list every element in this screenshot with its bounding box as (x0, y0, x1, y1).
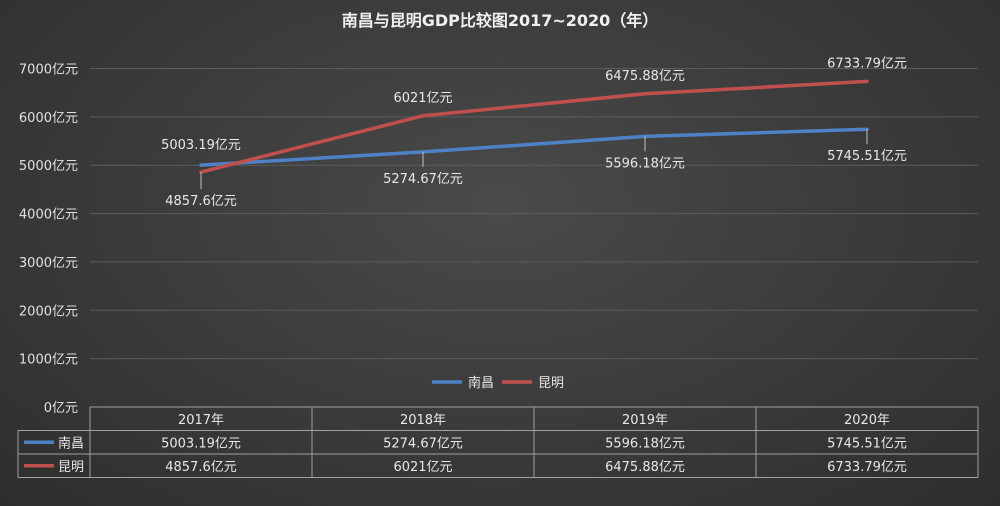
y-tick-label: 0亿元 (44, 401, 78, 416)
y-tick-label: 7000亿元 (19, 63, 78, 78)
table-cell: 6733.79亿元 (827, 460, 907, 475)
legend: 南昌 昆明 (432, 375, 564, 391)
table-cell: 5274.67亿元 (383, 436, 463, 451)
y-tick-label: 5000亿元 (19, 159, 78, 174)
table-cell: 4857.6亿元 (165, 460, 237, 475)
data-labels: 5003.19亿元 5274.67亿元 5596.18亿元 5745.51亿元 4857… (161, 56, 907, 209)
data-label: 6021亿元 (393, 91, 452, 106)
y-axis: 0亿元 1000亿元 2000亿元 3000亿元 4000亿元 5000亿元 6000亿元 7… (19, 63, 78, 417)
legend-label: 南昌 (468, 375, 494, 391)
gridlines (90, 68, 978, 408)
table-cell: 5745.51亿元 (827, 436, 907, 451)
table-cell: 5003.19亿元 (161, 436, 241, 451)
table-header-cell: 2020年 (844, 413, 890, 428)
data-label: 5003.19亿元 (161, 138, 241, 153)
table-cell: 5596.18亿元 (605, 436, 685, 451)
data-label: 5596.18亿元 (605, 156, 685, 171)
y-tick-label: 6000亿元 (19, 111, 78, 126)
y-tick-label: 2000亿元 (19, 304, 78, 319)
data-label: 6475.88亿元 (605, 69, 685, 84)
table-cell: 6475.88亿元 (605, 460, 685, 475)
chart-title: 南昌与昆明GDP比较图2017~2020（年） (342, 11, 659, 30)
table-row-label: 南昌 (58, 435, 84, 451)
table-header-cell: 2019年 (622, 413, 668, 428)
data-label: 5274.67亿元 (383, 172, 463, 187)
y-tick-label: 1000亿元 (19, 353, 78, 368)
series-lines (199, 79, 869, 174)
data-label: 4857.6亿元 (165, 194, 237, 209)
y-tick-label: 4000亿元 (19, 208, 78, 223)
table-row-label: 昆明 (58, 460, 84, 475)
data-label: 6733.79亿元 (827, 56, 907, 71)
legend-label: 昆明 (538, 376, 564, 391)
series-line (199, 127, 869, 167)
table-header-cell: 2017年 (178, 413, 224, 428)
y-tick-label: 3000亿元 (19, 256, 78, 271)
series-line (199, 79, 869, 174)
table-cell: 6021亿元 (393, 460, 452, 475)
data-label: 5745.51亿元 (827, 149, 907, 164)
table-header-cell: 2018年 (400, 413, 446, 428)
